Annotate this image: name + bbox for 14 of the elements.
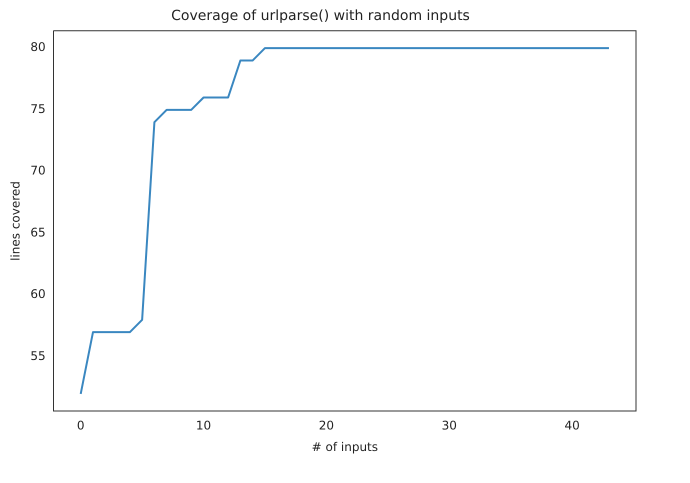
chart-title: Coverage of urlparse() with random inputs bbox=[171, 8, 470, 24]
y-tick-label: 80 bbox=[30, 40, 46, 54]
y-tick-label: 60 bbox=[30, 287, 46, 302]
x-tick-label: 0 bbox=[76, 418, 85, 433]
y-tick-label: 70 bbox=[30, 164, 46, 178]
y-tick-label: 55 bbox=[30, 348, 46, 363]
y-tick-label: 65 bbox=[30, 225, 46, 240]
x-axis-title: # of inputs bbox=[312, 440, 378, 454]
y-tick-label: 75 bbox=[30, 102, 46, 116]
x-tick-label: 30 bbox=[442, 418, 457, 433]
x-tick-label: 10 bbox=[196, 418, 212, 433]
x-tick-label: 20 bbox=[318, 418, 334, 433]
y-axis-title: lines covered bbox=[8, 181, 22, 261]
x-tick-label: 40 bbox=[564, 418, 580, 433]
